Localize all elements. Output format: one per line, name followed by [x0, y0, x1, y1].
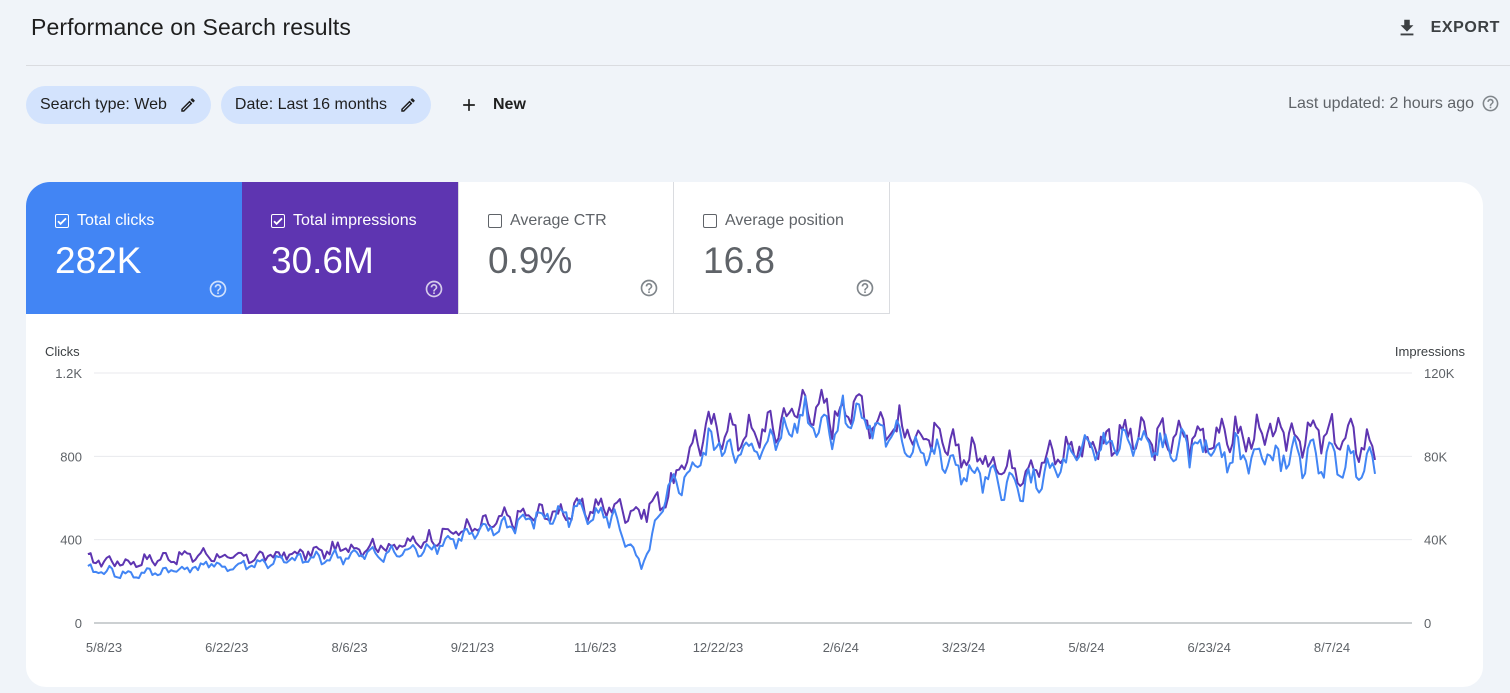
right-tick-label: 120K — [1424, 366, 1455, 381]
x-tick-label: 3/23/24 — [942, 640, 985, 655]
right-tick-label: 40K — [1424, 533, 1447, 548]
x-tick-label: 6/22/23 — [205, 640, 248, 655]
x-tick-label: 11/6/23 — [574, 640, 616, 655]
metric-value: 0.9% — [488, 240, 573, 281]
left-tick-label: 0 — [75, 616, 82, 631]
metric-average-position[interactable]: Average position 16.8 — [674, 182, 890, 314]
date-range-chip[interactable]: Date: Last 16 months — [220, 86, 431, 124]
metric-label-row: Total impressions — [271, 212, 417, 230]
plus-icon — [463, 99, 475, 111]
help-icon[interactable] — [639, 278, 659, 298]
last-updated: Last updated: 2 hours ago — [1288, 94, 1500, 113]
metric-label-row: Total clicks — [55, 212, 154, 230]
x-tick-label: 5/8/24 — [1068, 640, 1104, 655]
metric-total-impressions[interactable]: Total impressions 30.6M — [242, 182, 458, 314]
left-tick-label: 800 — [60, 449, 82, 464]
search-type-chip-label: Search type: Web — [40, 96, 167, 113]
checkbox-checked-icon[interactable] — [55, 214, 69, 228]
metric-label: Total clicks — [77, 212, 155, 229]
pencil-icon — [401, 98, 415, 112]
x-tick-label: 12/22/23 — [693, 640, 744, 655]
metric-value: 30.6M — [271, 240, 374, 281]
metric-average-ctr[interactable]: Average CTR 0.9% — [458, 182, 674, 314]
x-tick-label: 5/8/23 — [86, 640, 122, 655]
right-tick-label: 0 — [1424, 616, 1431, 631]
date-range-chip-label: Date: Last 16 months — [234, 96, 387, 113]
right-tick-label: 80K — [1424, 449, 1447, 464]
metric-label-row: Average CTR — [488, 212, 607, 230]
help-icon[interactable] — [208, 279, 228, 299]
help-icon[interactable] — [1481, 94, 1500, 113]
help-icon[interactable] — [855, 278, 875, 298]
series-line-impressions — [87, 388, 1376, 568]
performance-chart[interactable]: 0 0 400 40K 800 80K 1.2K 120K Clicks Impressions 5… — [26, 314, 1483, 687]
page-header: Performance on Search results EXPORT — [26, 0, 1510, 66]
left-tick-label: 400 — [60, 533, 82, 548]
metric-value: 282K — [55, 240, 142, 281]
pencil-icon — [181, 98, 195, 112]
export-label: EXPORT — [1430, 19, 1500, 36]
metric-label: Total impressions — [293, 212, 417, 229]
filter-bar: Search type: Web Date: Last 16 months Ne… — [26, 86, 532, 124]
search-type-chip[interactable]: Search type: Web — [26, 86, 211, 124]
export-button[interactable]: EXPORT — [1396, 14, 1500, 42]
series-line-clicks — [87, 394, 1376, 580]
performance-card: Total clicks 282K Total impressions 30.6… — [26, 182, 1483, 687]
right-axis-title: Impressions — [1395, 344, 1466, 359]
last-updated-text: Last updated: 2 hours ago — [1288, 94, 1474, 112]
x-tick-label: 8/6/23 — [332, 640, 368, 655]
left-axis-title: Clicks — [45, 344, 80, 359]
x-tick-label: 8/7/24 — [1314, 640, 1350, 655]
x-tick-label: 6/23/24 — [1188, 640, 1231, 655]
new-filter-label: New — [492, 96, 526, 113]
new-filter-button[interactable]: New — [453, 86, 532, 124]
line-chart[interactable]: 0 0 400 40K 800 80K 1.2K 120K Clicks Impressions 5… — [26, 314, 1483, 687]
help-icon[interactable] — [424, 279, 444, 299]
metric-value: 16.8 — [703, 240, 776, 281]
metric-label: Average position — [725, 212, 844, 229]
checkbox-checked-icon[interactable] — [271, 214, 285, 228]
checkbox-unchecked-icon[interactable] — [488, 214, 502, 228]
checkbox-unchecked-icon[interactable] — [703, 214, 717, 228]
x-tick-label: 2/6/24 — [823, 640, 859, 655]
page-title: Performance on Search results — [31, 14, 351, 40]
metric-label-row: Average position — [703, 212, 844, 230]
x-tick-label: 9/21/23 — [451, 640, 494, 655]
metric-label: Average CTR — [510, 212, 607, 229]
download-icon — [1400, 19, 1414, 36]
metric-total-clicks[interactable]: Total clicks 282K — [26, 182, 242, 314]
left-tick-label: 1.2K — [55, 366, 82, 381]
